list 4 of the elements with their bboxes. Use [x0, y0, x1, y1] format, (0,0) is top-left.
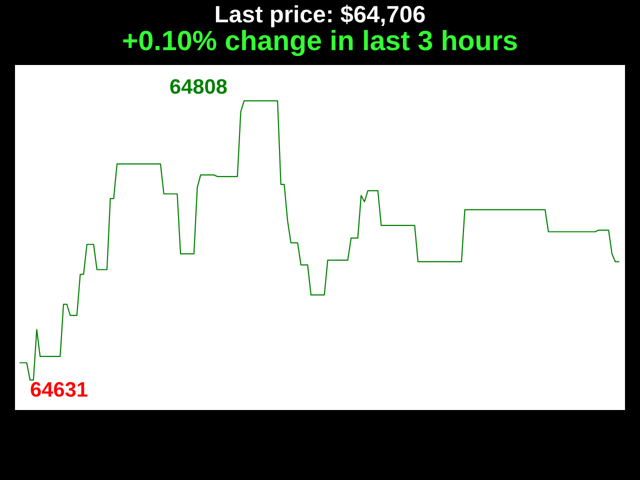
chart-subtitle: +0.10% change in last 3 hours	[123, 30, 517, 56]
chart-title: Last price: $64,706	[216, 4, 425, 28]
data-label: 64808	[170, 79, 227, 94]
data-label: 64631	[30, 382, 88, 397]
